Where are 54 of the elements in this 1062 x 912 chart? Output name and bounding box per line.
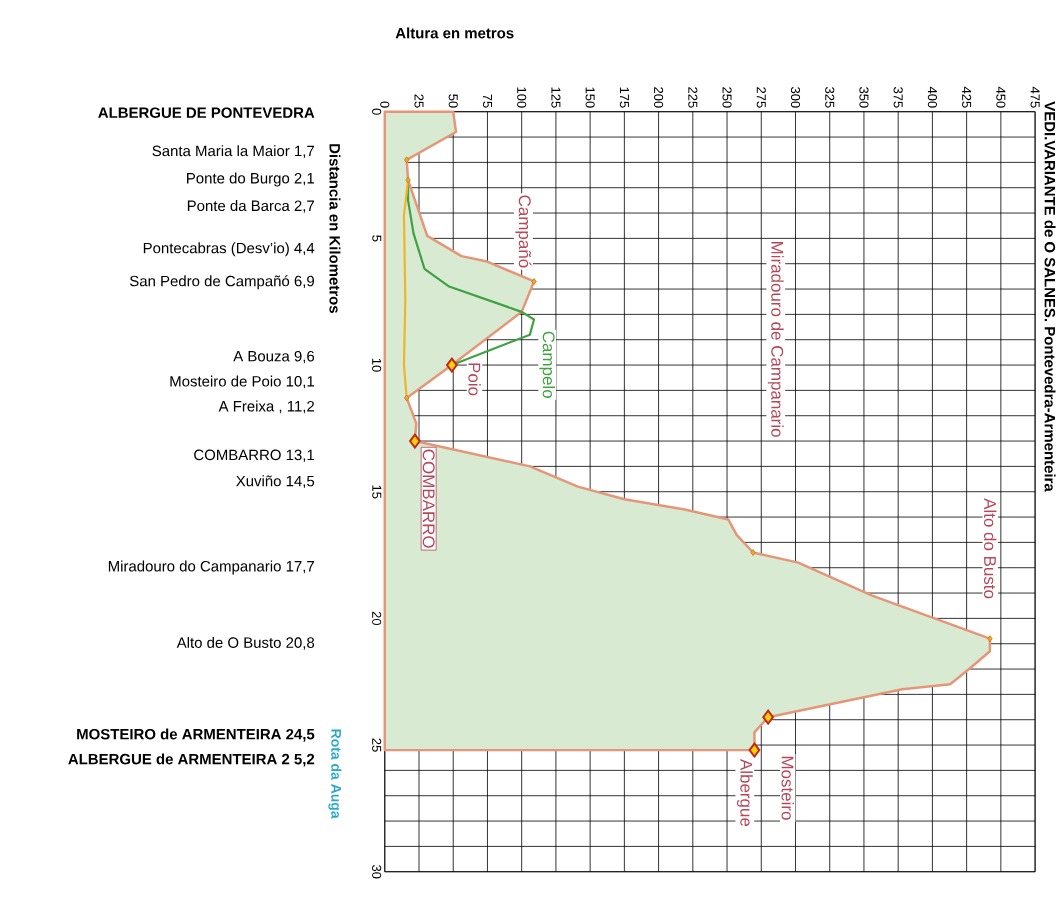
x-axis-title: Altura en metros [395,27,514,39]
x-tick-label: 175 [619,87,629,108]
y-tick-label: 25 [372,738,382,752]
text: Ponte da Barca 2,7 [187,200,314,214]
text: Miradouro do Campanario 17,7 [108,560,314,575]
annotation: Miradouro de Campanario [767,242,784,438]
x-tick-label: 450 [996,87,1006,108]
y-axis-title: Distancia en Kilometros [329,144,341,314]
x-tick-label: 425 [962,87,972,108]
text: Campelo [539,331,556,399]
text: ALBERGUE DE PONTEVEDRA [98,107,315,119]
text: MOSTEIRO de ARMENTEIRA 24,5 [77,728,315,742]
y-tick-label: 0 [372,108,382,116]
text: Rota da Auga [328,729,342,819]
y-tick-label: 5 [372,235,382,242]
x-tick-label: 400 [927,87,937,108]
x-tick-label: 250 [722,87,732,108]
x-tick-label: 325 [825,87,835,108]
text: A Bouza 9,6 [233,351,315,364]
text: Mosteiro de Poio 10,1 [170,375,314,389]
x-tick-label: 200 [654,87,664,108]
text: COMBARRO 13,1 [194,449,315,463]
y-tick-label: 20 [372,612,382,626]
annotation: Alto do Busto [983,498,997,599]
text: ALBERGUE de ARMENTEIRA 2 5,2 [68,753,315,767]
y-tick-label: 30 [372,865,382,879]
text: San Pedro de Campañó 6,9 [129,275,315,290]
x-tick-label: 225 [688,87,698,108]
x-tick-label: 475 [1030,87,1040,108]
text: A Freixa , 11,2 [218,400,315,414]
x-tick-label: 50 [448,94,458,108]
text: Alto de O Busto 20,8 [176,637,315,650]
x-tick-label: 125 [551,87,561,108]
annotation: Mosteiro [781,757,794,820]
y-tick-label: 15 [372,485,382,499]
text: Santa Maria la Maior 1,7 [152,145,314,159]
text: Pontecabras (Desv’io) 4,4 [143,242,315,257]
annotation: Poio [468,363,481,396]
text: VEDI.VARIANTE de O SALNES. Pontevedra-Armenteira [1044,101,1056,492]
x-tick-label: 375 [893,87,903,108]
x-tick-label: 300 [790,87,801,108]
x-tick-label: 275 [756,87,766,108]
annotation: COMBARRO [422,449,435,548]
annotation: Campañó [515,195,532,268]
annotation: Albergue [736,759,753,827]
x-tick-label: 0 [380,101,390,108]
text: Ponte do Burgo 2,1 [187,172,314,187]
x-tick-label: 350 [859,87,869,108]
x-tick-label: 150 [585,87,595,108]
x-tick-label: 25 [414,94,424,108]
text: Xuviño 14,5 [236,475,315,489]
x-tick-label: 100 [517,87,527,108]
y-tick-label: 10 [372,359,382,372]
x-tick-label: 75 [482,94,492,108]
